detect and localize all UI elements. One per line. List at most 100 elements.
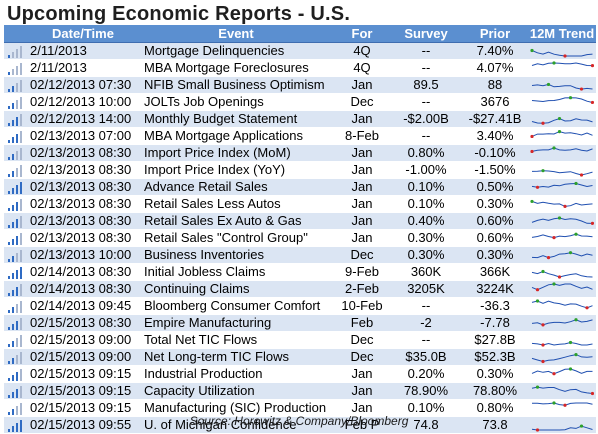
cell-prior: 73.8 bbox=[462, 416, 528, 434]
cell-prior: 3.40% bbox=[462, 127, 528, 145]
importance-bar bbox=[8, 258, 10, 262]
importance-bar bbox=[8, 54, 10, 58]
importance-bar bbox=[16, 337, 18, 347]
importance-bars-icon bbox=[8, 147, 24, 160]
importance-bar bbox=[12, 221, 14, 228]
sparkline-path bbox=[531, 131, 593, 137]
table-row: 02/15/2013 09:00 Net Long-term TIC Flows D… bbox=[4, 348, 596, 366]
cell-prior: -7.78 bbox=[462, 314, 528, 332]
trend-sparkline bbox=[531, 181, 593, 189]
sparkline-low-marker bbox=[541, 359, 545, 364]
importance-bar bbox=[16, 252, 18, 262]
table-row: 02/15/2013 09:15 Industrial Production Jan… bbox=[4, 365, 596, 383]
cell-for: Jan bbox=[334, 212, 390, 230]
importance-cell bbox=[4, 399, 28, 417]
importance-bars-icon bbox=[8, 164, 24, 177]
cell-trend bbox=[528, 127, 596, 145]
importance-bar bbox=[12, 68, 14, 75]
sparkline-low-marker bbox=[541, 343, 545, 347]
cell-trend bbox=[528, 161, 596, 179]
sparkline-low-marker bbox=[563, 204, 567, 209]
trend-sparkline bbox=[531, 232, 593, 240]
sparkline-low-marker bbox=[579, 87, 584, 91]
importance-bars-icon bbox=[8, 198, 24, 211]
importance-bar bbox=[12, 374, 14, 381]
cell-datetime: 02/15/2013 09:15 bbox=[28, 382, 138, 400]
sparkline-path bbox=[531, 147, 593, 152]
importance-bars-icon bbox=[8, 334, 24, 347]
importance-bar bbox=[20, 402, 22, 415]
cell-survey: 89.5 bbox=[390, 76, 462, 94]
economic-reports-table: Date/Time Event For Survey Prior 12M Tre… bbox=[4, 25, 596, 434]
cell-for: Jan bbox=[334, 110, 390, 128]
cell-event: Manufacturing (SIC) Production bbox=[138, 399, 334, 417]
importance-bar bbox=[12, 136, 14, 143]
importance-bar bbox=[12, 340, 14, 347]
importance-bar bbox=[12, 391, 14, 398]
importance-cell bbox=[4, 93, 28, 111]
cell-datetime: 02/12/2013 07:30 bbox=[28, 76, 138, 94]
table-row: 02/13/2013 07:00 MBA Mortgage Application… bbox=[4, 127, 596, 145]
source-note: Source: Horowitz & Company/Bloomberg bbox=[189, 414, 409, 428]
importance-bar bbox=[8, 309, 10, 313]
sparkline-path bbox=[531, 368, 593, 375]
table-header-row: Date/Time Event For Survey Prior 12M Tre… bbox=[4, 25, 596, 43]
cell-prior: -0.10% bbox=[462, 144, 528, 162]
importance-bar bbox=[8, 139, 10, 143]
importance-bar bbox=[20, 198, 22, 211]
importance-cell bbox=[4, 127, 28, 145]
cell-for: 4Q bbox=[334, 42, 390, 60]
sparkline-low-marker bbox=[552, 236, 556, 240]
sparkline-low-marker bbox=[590, 221, 594, 225]
cell-for: Jan bbox=[334, 178, 390, 196]
importance-cell bbox=[4, 76, 28, 94]
importance-bars-icon bbox=[8, 130, 24, 143]
importance-cell bbox=[4, 144, 28, 162]
importance-cell bbox=[4, 161, 28, 179]
importance-cell bbox=[4, 263, 28, 281]
sparkline-high-marker bbox=[535, 299, 540, 303]
trend-sparkline bbox=[531, 340, 593, 347]
cell-trend bbox=[528, 212, 596, 230]
cell-prior: 0.80% bbox=[462, 399, 528, 417]
cell-trend bbox=[528, 399, 596, 417]
header-datetime: Date/Time bbox=[28, 25, 138, 43]
cell-prior: 0.30% bbox=[462, 246, 528, 264]
cell-survey: -- bbox=[390, 297, 462, 315]
trend-sparkline bbox=[531, 169, 593, 177]
cell-prior: 0.60% bbox=[462, 229, 528, 247]
sparkline-high-marker bbox=[574, 353, 578, 357]
table-row: 02/13/2013 10:00 Business Inventories Dec 0… bbox=[4, 246, 596, 264]
cell-survey: -- bbox=[390, 59, 462, 77]
cell-survey: 0.40% bbox=[390, 212, 462, 230]
cell-prior: 4.07% bbox=[462, 59, 528, 77]
cell-datetime: 02/14/2013 09:45 bbox=[28, 297, 138, 315]
importance-bar bbox=[20, 130, 22, 143]
importance-bar bbox=[8, 428, 10, 432]
importance-bar bbox=[20, 283, 22, 296]
sparkline-high-marker bbox=[552, 401, 556, 405]
sparkline-path bbox=[531, 233, 593, 239]
importance-bar bbox=[16, 422, 18, 432]
trend-sparkline bbox=[531, 299, 593, 310]
cell-datetime: 02/15/2013 08:30 bbox=[28, 314, 138, 332]
importance-bar bbox=[8, 241, 10, 245]
table-row: 02/15/2013 08:30 Empire Manufacturing Feb -… bbox=[4, 314, 596, 332]
cell-event: Empire Manufacturing bbox=[138, 314, 334, 332]
sparkline-high-marker bbox=[557, 130, 562, 134]
cell-trend bbox=[528, 382, 596, 400]
importance-bar bbox=[16, 99, 18, 109]
importance-bars-icon bbox=[8, 283, 24, 296]
cell-survey: -- bbox=[390, 127, 462, 145]
table-row: 02/13/2013 08:30 Advance Retail Sales Jan 0… bbox=[4, 178, 596, 196]
importance-cell bbox=[4, 110, 28, 128]
importance-bar bbox=[8, 377, 10, 381]
sparkline-high-marker bbox=[574, 318, 578, 322]
importance-cell bbox=[4, 348, 28, 366]
cell-trend bbox=[528, 144, 596, 162]
sparkline-path bbox=[531, 402, 593, 406]
importance-bar bbox=[12, 85, 14, 92]
sparkline-high-marker bbox=[568, 96, 573, 100]
sparkline-path bbox=[531, 170, 593, 176]
cell-datetime: 02/15/2013 09:15 bbox=[28, 399, 138, 417]
